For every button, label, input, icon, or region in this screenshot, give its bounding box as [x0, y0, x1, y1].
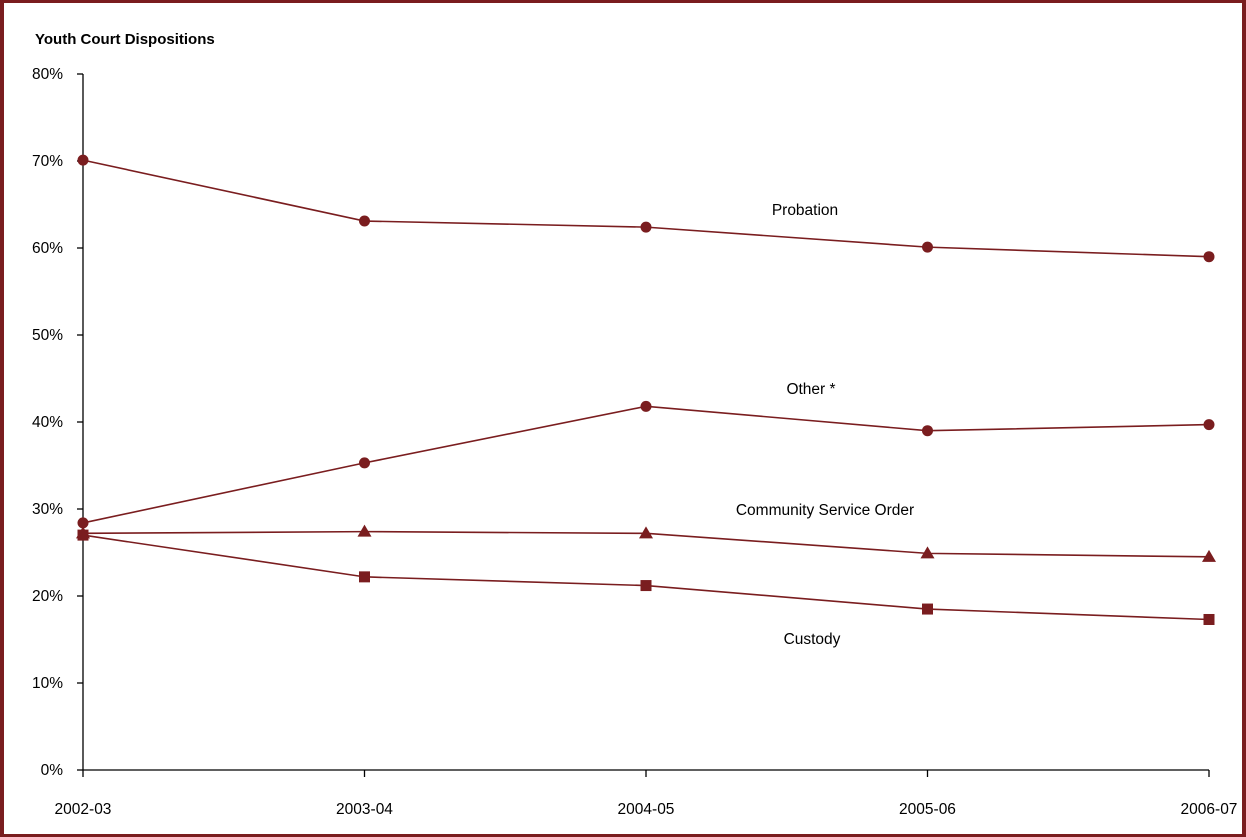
x-tick-label: 2002-03 — [55, 801, 112, 818]
data-point-other — [1203, 419, 1215, 431]
data-point-other — [359, 457, 370, 469]
data-point-custody — [922, 603, 933, 615]
data-point-community-service-order — [357, 524, 372, 537]
data-point-custody — [640, 580, 652, 592]
y-tick-label: 10% — [32, 675, 63, 692]
data-point-probation — [922, 241, 933, 253]
data-point-probation — [1203, 251, 1215, 263]
series-line-probation — [82, 159, 1210, 258]
y-tick-label: 30% — [32, 501, 63, 518]
data-point-custody — [1203, 613, 1215, 625]
data-point-probation — [640, 221, 652, 233]
y-tick-label: 60% — [32, 240, 63, 257]
series-label-other: Other * — [786, 381, 835, 398]
x-tick-label: 2003-04 — [336, 801, 393, 818]
data-point-custody — [359, 571, 370, 583]
y-tick-label: 70% — [32, 153, 63, 170]
data-point-community-service-order — [639, 526, 653, 539]
y-tick-label: 80% — [32, 66, 63, 83]
data-point-community-service-order — [1202, 549, 1216, 562]
data-point-other — [922, 425, 933, 437]
y-tick-label: 0% — [41, 762, 64, 779]
data-point-other — [77, 517, 89, 529]
series-label-probation: Probation — [772, 202, 838, 219]
series-line-other — [82, 405, 1210, 524]
series-line-custody — [82, 534, 1210, 621]
y-tick-label: 20% — [32, 588, 63, 605]
series-label-community-service-order: Community Service Order — [736, 502, 914, 519]
x-tick-label: 2004-05 — [618, 801, 675, 818]
series-label-custody: Custody — [784, 631, 841, 648]
data-point-probation — [359, 215, 370, 227]
data-point-probation — [77, 154, 89, 166]
data-point-other — [640, 400, 652, 412]
x-tick-label: 2005-06 — [899, 801, 956, 818]
y-tick-label: 50% — [32, 327, 63, 344]
chart-title: Youth Court Dispositions — [35, 31, 215, 48]
data-point-custody — [77, 529, 89, 541]
data-point-community-service-order — [920, 546, 935, 559]
x-tick-label: 2006-07 — [1181, 801, 1238, 818]
y-tick-label: 40% — [32, 414, 63, 431]
